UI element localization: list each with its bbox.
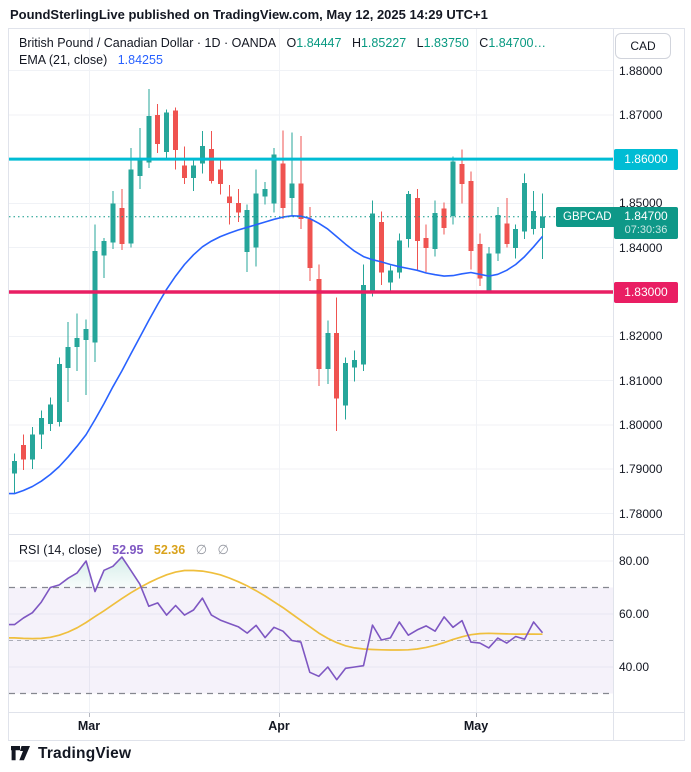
time-axis-divider [9,712,684,713]
symbol-price-chip[interactable]: GBPCAD [556,206,619,227]
rsi-ma-value: 52.36 [153,543,186,557]
symbol-title[interactable]: British Pound / Canadian Dollar · 1D · O… [19,36,277,50]
rsi-ma-line [9,569,543,651]
close-label: C [479,36,489,50]
rsi-line [9,556,544,681]
rsi-value: 52.95 [112,543,144,557]
price-scale-divider [613,29,614,740]
candlestick-series [12,89,546,494]
rsi-axis-label: 40.00 [619,660,650,674]
chart-frame: British Pound / Canadian Dollar · 1D · O… [8,28,685,741]
bar-countdown: 07:30:36 [624,223,668,236]
close-value: 1.84700… [488,36,546,50]
tradingview-logo-icon[interactable] [10,744,31,763]
time-axis-label-apr: Apr [268,719,290,733]
time-axis-label-may: May [463,719,489,733]
time-axis-tick [279,713,280,717]
rsi-legend: RSI (14, close) 52.95 52.36 ∅ ∅ [19,542,229,558]
time-axis-label-mar: Mar [77,719,101,733]
ema-legend: EMA (21, close) 1.84255 [19,53,163,67]
hidden-hline-icon: ∅ [195,542,208,557]
rsi-label[interactable]: RSI (14, close) [19,543,102,557]
ema-line [9,215,544,495]
high-value: 1.85227 [360,36,407,50]
pane-divider [9,534,684,535]
last-price-badge: 1.84700 07:30:36 [614,206,678,239]
support-price-badge: 1.83000 [614,281,678,303]
low-value: 1.83750 [423,36,469,50]
attribution-header: PoundSterlingLive published on TradingVi… [10,7,488,22]
rsi-axis-label: 80.00 [619,554,650,568]
high-label: H [351,36,361,50]
price-axis-label: 1.88000 [619,63,663,78]
open-value: 1.84447 [296,36,342,50]
currency-button[interactable]: CAD [615,33,671,59]
footer: TradingView [10,744,131,763]
price-axis-label: 1.84000 [619,240,663,255]
resistance-price-badge: 1.86000 [614,148,678,170]
tradingview-brand[interactable]: TradingView [38,744,132,762]
ema-value: 1.84255 [117,53,163,67]
rsi-axis-label: 60.00 [619,607,650,621]
low-label: L [416,36,424,50]
price-axis-label: 1.87000 [619,107,663,122]
price-axis-label: 1.81000 [619,373,663,388]
price-axis-label: 1.80000 [619,417,663,432]
chart-canvas[interactable] [9,29,614,739]
rsi-overbought-fill [50,557,142,588]
hidden-hline-icon: ∅ [217,542,229,557]
price-axis-label: 1.82000 [619,329,663,344]
time-axis-tick [89,713,90,717]
open-label: O [286,36,297,50]
ema-label[interactable]: EMA (21, close) [19,53,108,67]
time-axis-tick [476,713,477,717]
price-axis-label: 1.78000 [619,506,663,521]
last-price-value: 1.84700 [624,208,668,223]
price-axis-label: 1.79000 [619,462,663,477]
symbol-legend: British Pound / Canadian Dollar · 1D · O… [19,36,546,50]
